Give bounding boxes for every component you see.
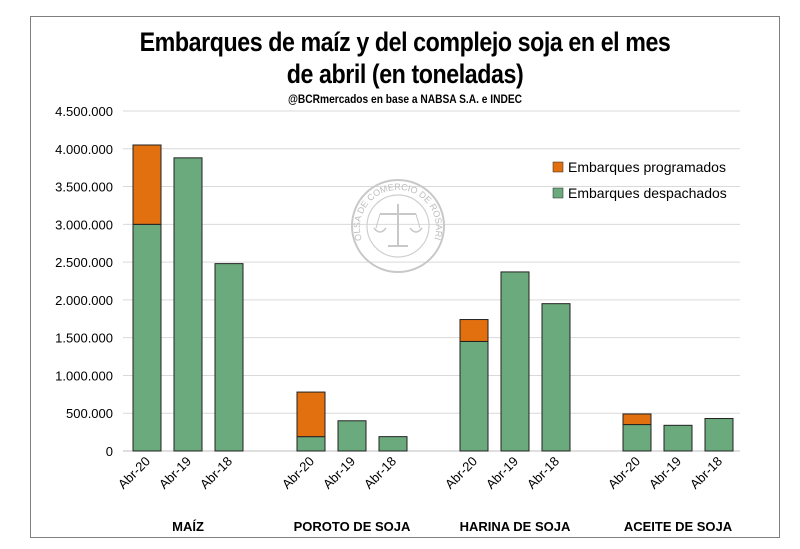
x-tick-label: Abr-19 <box>483 454 521 492</box>
chart-title: Embarques de maíz y del complejo soja en… <box>83 26 728 90</box>
bar-harina-abr20-despachados <box>459 340 489 452</box>
group-label-poroto: POROTO DE SOJA <box>294 519 411 534</box>
bar-harina-abr18-despachados <box>541 303 571 452</box>
y-tick-label: 1.000.000 <box>55 368 113 383</box>
legend: Embarques programados Embarques despachad… <box>552 159 727 201</box>
y-tick-label: 4.000.000 <box>55 142 113 157</box>
x-tick-label: Abr-18 <box>687 454 725 492</box>
seal-outer-ring <box>351 179 445 273</box>
bar-aceite-abr19-despachados <box>663 424 693 452</box>
bar-poroto-abr18-despachados <box>378 436 408 452</box>
bar-aceite-abr20-despachados <box>622 424 652 452</box>
y-tick-label: 500.000 <box>66 406 113 421</box>
seal-chain <box>415 213 421 229</box>
chart-subtitle: @BCRmercados en base a NABSA S.A. e INDE… <box>287 92 523 106</box>
x-tick-label: Abr-19 <box>320 454 358 492</box>
chart-title-line2: de abril (en toneladas) <box>286 59 524 89</box>
bar-poroto-abr20-programados <box>296 391 326 438</box>
y-tick-label: 4.500.000 <box>55 104 113 119</box>
group-label-maiz: MAÍZ <box>172 519 204 534</box>
x-tick-label: Abr-20 <box>442 454 480 492</box>
y-tick-label: 1.500.000 <box>55 331 113 346</box>
y-tick-label: 0 <box>106 444 113 459</box>
y-axis: 0 500.000 1.000.000 1.500.000 2.000.000 2.500… <box>55 104 113 459</box>
x-tick-label: Abr-20 <box>279 454 317 492</box>
y-tick-label: 3.000.000 <box>55 217 113 232</box>
x-tick-label: Abr-19 <box>646 454 684 492</box>
x-tick-label: Abr-18 <box>361 454 399 492</box>
bar-aceite-abr20-programados <box>622 413 652 426</box>
bar-aceite-abr18-despachados <box>704 418 734 452</box>
legend-swatch-programados <box>552 161 564 173</box>
chart-title-line1: Embarques de maíz y del complejo soja en… <box>139 27 671 57</box>
seal-scale-pan-right <box>409 227 423 233</box>
legend-label-programados: Embarques programados <box>568 159 726 175</box>
bar-maiz-abr19-despachados <box>173 157 203 452</box>
group-label-harina: HARINA DE SOJA <box>460 519 571 534</box>
group-label-aceite: ACEITE DE SOJA <box>624 519 733 534</box>
bar-maiz-abr18-despachados <box>214 263 244 452</box>
x-tick-label: Abr-20 <box>605 454 643 492</box>
legend-label-despachados: Embarques despachados <box>568 185 727 201</box>
seal-text: BOLSA DE COMERCIO DE ROSARIO <box>0 0 444 242</box>
seal-chain <box>375 213 381 229</box>
x-tick-label: Abr-18 <box>197 454 235 492</box>
seal-inner-ring <box>366 194 430 258</box>
y-tick-label: 2.500.000 <box>55 255 113 270</box>
y-tick-label: 2.000.000 <box>55 293 113 308</box>
legend-swatch-despachados <box>552 187 564 199</box>
y-tick-label: 3.500.000 <box>55 180 113 195</box>
bar-maiz-abr20-programados <box>132 144 162 225</box>
x-tick-label: Abr-19 <box>156 454 194 492</box>
x-tick-label: Abr-18 <box>524 454 562 492</box>
bar-maiz-abr20-despachados <box>132 223 162 452</box>
x-tick-label: Abr-20 <box>115 454 153 492</box>
bar-poroto-abr20-despachados <box>296 436 326 452</box>
seal-scale-pan-left <box>373 227 387 233</box>
bar-harina-abr19-despachados <box>500 271 530 452</box>
bar-harina-abr20-programados <box>459 319 489 342</box>
bars <box>132 144 734 452</box>
bar-poroto-abr19-despachados <box>337 420 367 452</box>
